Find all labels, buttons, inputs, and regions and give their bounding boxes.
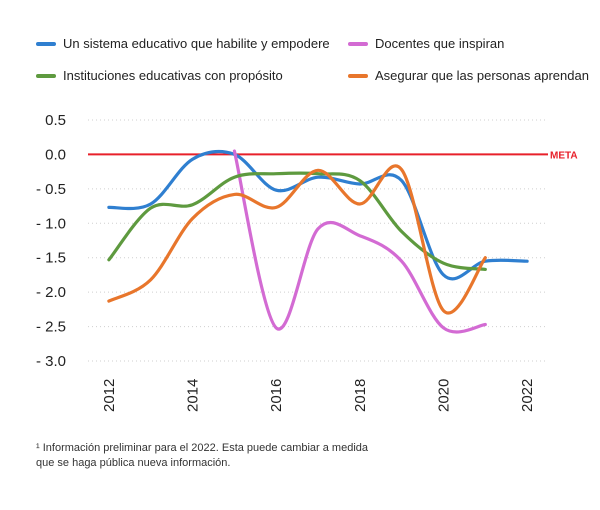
- legend-item-docentes: Docentes que inspiran: [348, 36, 504, 51]
- legend-label-aprendan: Asegurar que las personas aprendan: [375, 68, 589, 83]
- legend-label-sistema: Un sistema educativo que habilite y empo…: [63, 36, 330, 51]
- legend-label-instituciones: Instituciones educativas con propósito: [63, 68, 283, 83]
- x-tick-label: 2016: [268, 379, 285, 412]
- y-tick-label: - 1.0: [36, 215, 66, 232]
- meta-label: META: [550, 150, 578, 161]
- x-tick-label: 2022: [519, 379, 536, 412]
- x-tick-label: 2018: [352, 379, 369, 412]
- y-tick-label: - 2.5: [36, 319, 66, 336]
- y-tick-label: - 1.5: [36, 250, 66, 267]
- y-tick-label: 0.5: [45, 112, 66, 129]
- x-tick-label: 2020: [435, 379, 452, 412]
- series-line-aprendan: [107, 164, 487, 315]
- footnote-line-2: que se haga pública nueva información.: [36, 457, 231, 469]
- legend-label-docentes: Docentes que inspiran: [375, 36, 505, 51]
- x-tick-label: 2012: [101, 379, 118, 412]
- y-tick-label: - 2.0: [36, 284, 66, 301]
- series-line-sistema: [107, 149, 529, 281]
- legend-swatch-aprendan: [348, 73, 368, 78]
- footnote-line-1: ¹ Información preliminar para el 2022. E…: [36, 442, 369, 454]
- y-tick-label: - 0.5: [36, 181, 66, 198]
- x-tick-label: 2014: [185, 379, 202, 412]
- legend-item-aprendan: Asegurar que las personas aprendan: [348, 68, 589, 83]
- legend-swatch-sistema: [36, 41, 56, 46]
- legend-swatch-instituciones: [36, 73, 56, 78]
- legend-item-instituciones: Instituciones educativas con propósito: [36, 68, 283, 83]
- footnote: ¹ Información preliminar para el 2022. E…: [36, 441, 416, 471]
- series-line-instituciones: [107, 171, 487, 271]
- y-tick-label: - 3.0: [36, 353, 66, 370]
- legend-item-sistema: Un sistema educativo que habilite y empo…: [36, 36, 330, 51]
- legend-swatch-docentes: [348, 41, 368, 46]
- y-tick-label: 0.0: [45, 146, 66, 163]
- line-chart: 0.5 0.0 - 0.5 - 1.0 - 1.5 - 2.0 - 2.5 - 3.0 META…: [36, 112, 578, 412]
- series-line-docentes: [232, 149, 487, 334]
